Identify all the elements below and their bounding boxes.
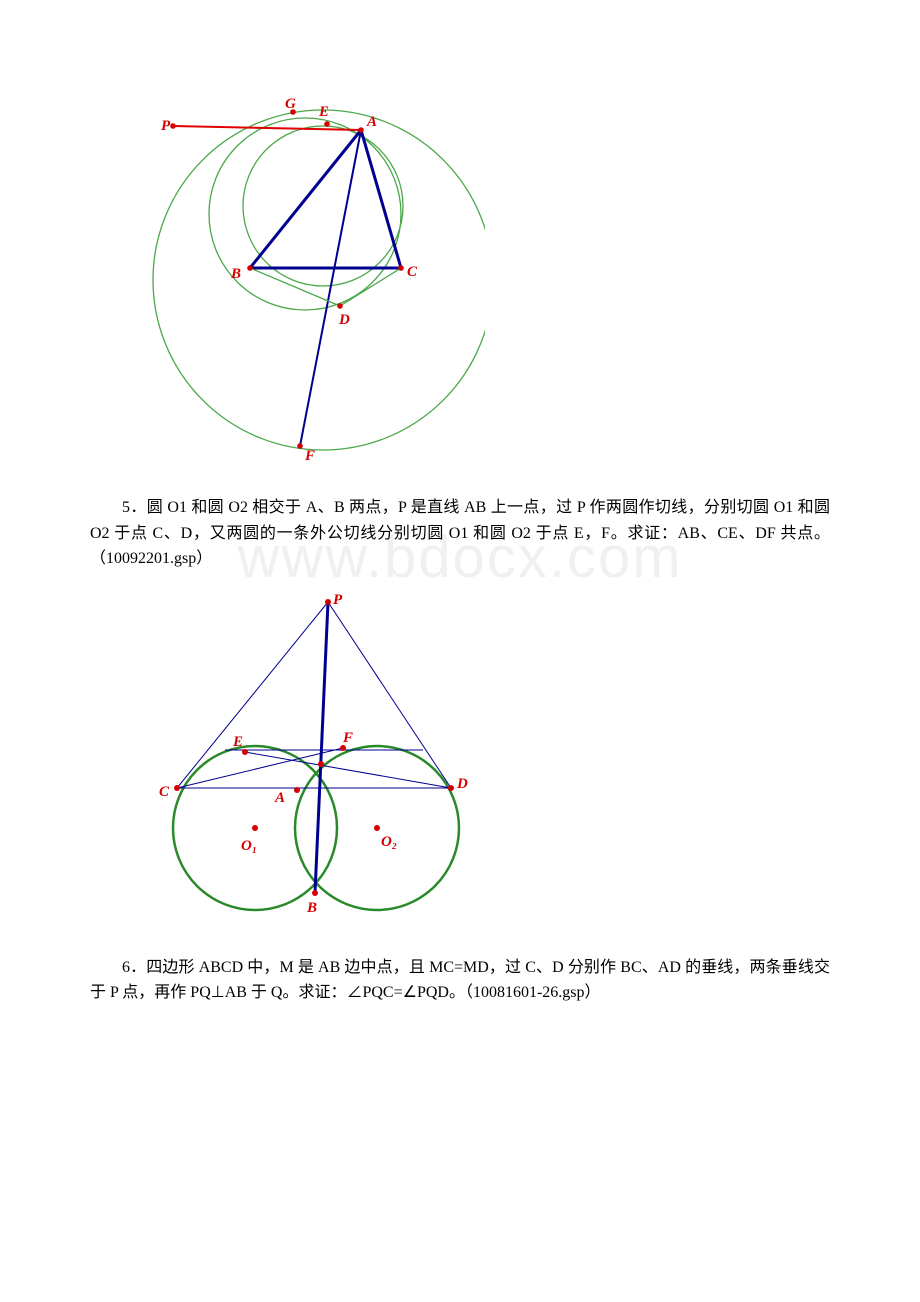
svg-text:B: B bbox=[230, 266, 241, 282]
problem-5-text: 5．圆 O1 和圆 O2 相交于 A、B 两点，P 是直线 AB 上一点，过 P… bbox=[90, 495, 830, 572]
figure-1: P G E A B C D F bbox=[145, 90, 830, 475]
figure-2: P E F C D A B O₁ O₂ bbox=[145, 590, 830, 935]
svg-text:A: A bbox=[274, 790, 285, 806]
problem-6-text: 6．四边形 ABCD 中，M 是 AB 边中点，且 MC=MD，过 C、D 分别… bbox=[90, 955, 830, 1006]
svg-text:A: A bbox=[366, 114, 377, 130]
svg-text:E: E bbox=[318, 104, 329, 120]
svg-text:C: C bbox=[159, 784, 170, 800]
diagram-svg-2: P E F C D A B O₁ O₂ bbox=[145, 590, 525, 930]
svg-text:F: F bbox=[304, 448, 315, 464]
diagram-svg-1: P G E A B C D F bbox=[145, 90, 485, 470]
svg-text:C: C bbox=[407, 264, 418, 280]
svg-text:P: P bbox=[161, 118, 171, 134]
svg-text:B: B bbox=[306, 900, 317, 916]
svg-text:D: D bbox=[338, 312, 350, 328]
svg-text:F: F bbox=[342, 730, 353, 746]
svg-text:D: D bbox=[456, 776, 468, 792]
svg-text:E: E bbox=[232, 734, 243, 750]
svg-text:O₂: O₂ bbox=[381, 834, 397, 850]
svg-text:O₁: O₁ bbox=[241, 838, 257, 854]
svg-text:P: P bbox=[333, 592, 343, 608]
svg-text:G: G bbox=[285, 96, 296, 112]
